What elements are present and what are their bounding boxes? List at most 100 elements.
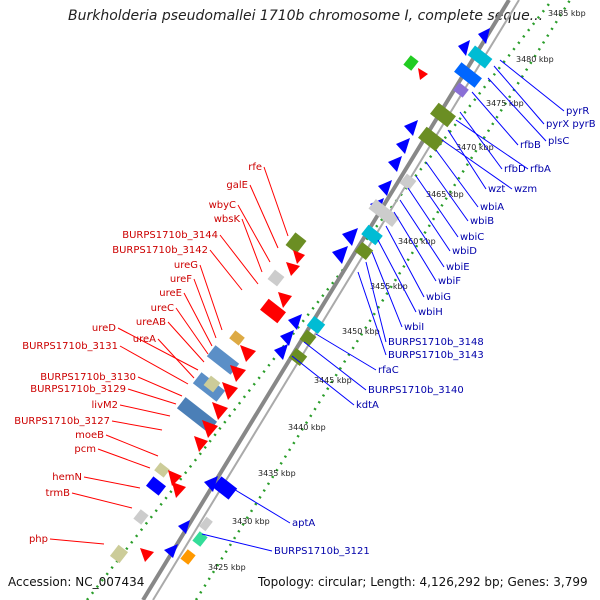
gene-label-right: aptA [292, 518, 315, 529]
leader-line [97, 448, 151, 469]
leader-line [399, 199, 445, 268]
gene-arrow [288, 314, 302, 330]
leader-line [167, 321, 205, 363]
gene-label-left: ureAB [136, 317, 166, 328]
backbone-inner [152, 0, 520, 600]
inner-tick-ring [194, 0, 572, 600]
gene-arrow [293, 250, 305, 264]
gene-label-left: BURPS1710b_3129 [30, 384, 126, 395]
gene-label-right: wbiF [438, 276, 461, 287]
gene-label-left: BURPS1710b_3131 [22, 341, 118, 352]
leader-line [471, 91, 519, 146]
leader-line [117, 327, 199, 371]
leader-line [447, 129, 487, 190]
gene-label-left: BURPS1710b_3127 [14, 416, 110, 427]
leader-line [499, 59, 565, 112]
gene-arrow [230, 365, 246, 382]
gene-block [453, 82, 469, 98]
tick-label: 3455 kbp [370, 282, 408, 291]
gene-block [288, 347, 308, 367]
leader-line [119, 345, 189, 385]
leader-line [493, 65, 545, 125]
leader-line [241, 218, 263, 273]
leader-line [371, 251, 403, 328]
leader-line [441, 139, 513, 190]
leader-line [219, 234, 259, 285]
gene-label-left: trmB [46, 488, 71, 499]
reverse-genes [164, 28, 493, 565]
gene-arrow [212, 402, 228, 420]
tick-label: 3470 kbp [456, 143, 494, 152]
gene-label-left: ureG [174, 260, 198, 271]
gene-label-left: wbsK [214, 214, 241, 225]
gene-label-left: livM2 [92, 400, 118, 411]
leader-line [199, 264, 223, 331]
gene-label-right: wbiG [426, 292, 451, 303]
leader-line [435, 149, 479, 208]
gene-block [368, 199, 400, 227]
leader-line [315, 333, 377, 371]
gene-block [354, 241, 374, 261]
gene-label-right: BURPS1710b_3140 [368, 385, 464, 396]
gene-arrow [286, 262, 300, 276]
gene-block [180, 549, 196, 565]
gene-arrow [204, 476, 218, 492]
leader-line [137, 376, 183, 397]
outer-tick-ring [86, 0, 553, 600]
leader-line [365, 261, 387, 343]
gene-label-right: plsC [548, 136, 569, 147]
leader-line [49, 538, 105, 545]
leader-line [385, 225, 425, 298]
gene-label-left: php [29, 534, 48, 545]
tick-label: 3440 kbp [288, 423, 326, 432]
gene-label-left: rfe [248, 162, 262, 173]
gene-arrow [396, 138, 410, 154]
leader-line [175, 307, 209, 355]
map-title: Burkholderia pseudomallei 1710b chromoso… [68, 8, 544, 24]
leader-line [183, 292, 213, 347]
tick-label: 3425 kbp [208, 563, 246, 572]
gene-arrow [378, 180, 392, 196]
gene-block [399, 173, 417, 191]
gene-label-right: wbiH [418, 307, 443, 318]
gene-label-right: wbiC [460, 232, 484, 243]
gene-label-left: ureD [92, 323, 116, 334]
gene-arrow [222, 382, 238, 400]
leader-line [291, 355, 355, 406]
gene-arrow [274, 344, 288, 360]
gene-label-left: galE [226, 180, 248, 191]
leader-line [201, 533, 273, 552]
gene-label-right: wbiI [404, 322, 424, 333]
leader-line [393, 211, 437, 282]
gene-block [267, 269, 285, 287]
gene-label-left: BURPS1710b_3144 [122, 230, 218, 241]
leader-line [357, 271, 387, 356]
gene-label-right: wbiA [480, 202, 504, 213]
tick-labels: 3485 kbp 3480 kbp 3475 kbp 3470 kbp 3465 kbp… [208, 9, 586, 572]
gene-block [430, 102, 456, 128]
leader-line [303, 341, 367, 391]
gene-label-right: BURPS1710b_3148 [388, 337, 484, 348]
leader-line [407, 187, 451, 252]
gene-arrow [332, 246, 348, 264]
gene-arrow [172, 482, 186, 498]
tick-label: 3480 kbp [516, 55, 554, 64]
gene-label-right: wbiD [452, 246, 477, 257]
forward-genes [109, 55, 428, 564]
gene-block [467, 45, 493, 69]
gene-label-left: hemN [52, 472, 82, 483]
gene-arrow [164, 544, 178, 558]
leader-line [249, 184, 279, 249]
backbone-outer [141, 0, 511, 600]
gene-block [212, 476, 238, 500]
gene-label-right: BURPS1710b_3143 [388, 350, 484, 361]
gene-block [133, 509, 149, 525]
gene-block [418, 126, 444, 152]
gene-arrow [278, 292, 292, 308]
gene-arrow [140, 548, 154, 562]
tick-label: 3445 kbp [314, 376, 352, 385]
gene-arrow [478, 28, 490, 44]
gene-label-left: BURPS1710b_3142 [112, 245, 208, 256]
gene-block [361, 224, 383, 246]
